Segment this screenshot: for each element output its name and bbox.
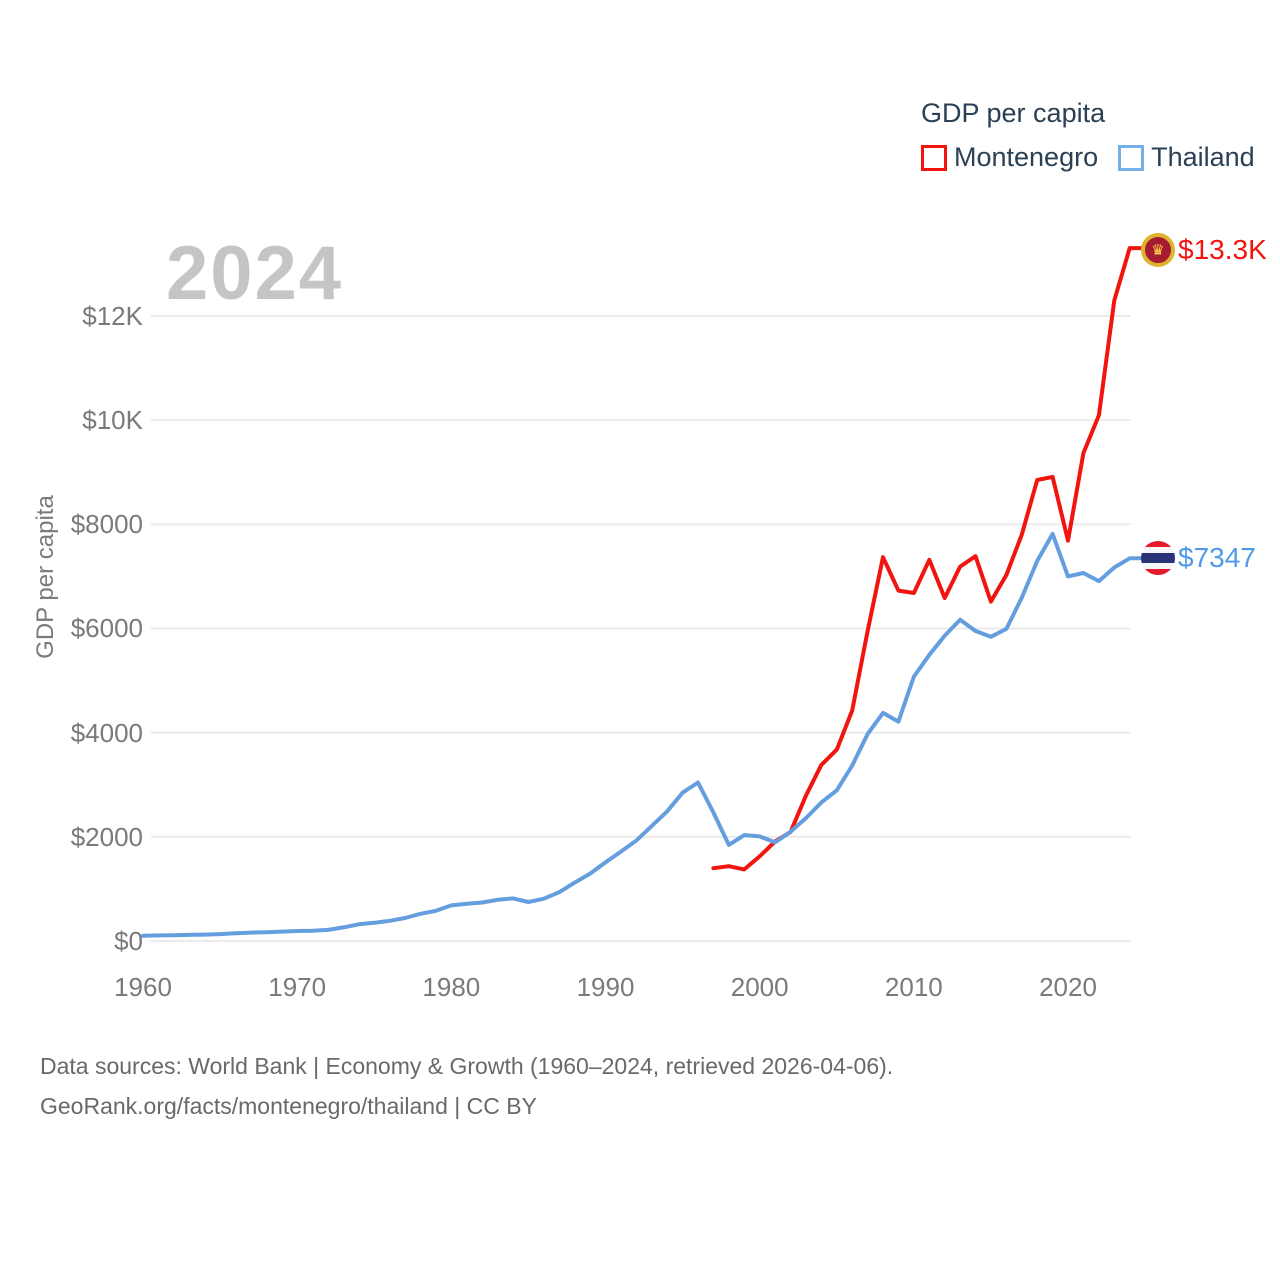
year-watermark: 2024 <box>166 231 344 316</box>
data-sources-text: Data sources: World Bank | Economy & Gro… <box>40 1053 894 1079</box>
x-tick-label: 1980 <box>422 972 481 1002</box>
x-tick-label: 1970 <box>268 972 327 1002</box>
y-tick-label: $0 <box>114 926 143 956</box>
montenegro-crest-icon: ♛ <box>1151 241 1165 259</box>
montenegro-end-value: $13.3K <box>1178 234 1267 265</box>
footer: Data sources: World Bank | Economy & Gro… <box>40 1046 893 1126</box>
thailand-swatch-icon <box>1118 144 1145 171</box>
thailand-end-value: $7347 <box>1178 542 1256 573</box>
x-tick-label: 2010 <box>884 972 943 1002</box>
legend-item-label: Thailand <box>1151 142 1255 172</box>
legend-item-thailand[interactable]: Thailand <box>1118 142 1255 173</box>
x-tick-label: 1960 <box>114 972 172 1002</box>
legend-item-label: Montenegro <box>954 142 1099 172</box>
series-line-montenegro <box>711 246 1150 872</box>
series-line-thailand <box>141 531 1150 938</box>
x-tick-label: 2000 <box>730 972 789 1002</box>
montenegro-flag-icon: ♛ <box>1141 233 1175 267</box>
y-tick-label: $4000 <box>70 717 143 748</box>
x-tick-label: 2020 <box>1039 972 1097 1002</box>
y-tick-label: $2000 <box>70 821 143 852</box>
y-tick-label: $6000 <box>70 613 143 644</box>
y-tick-label: $10K <box>82 405 143 436</box>
legend: GDP per capita Montenegro Thailand <box>921 98 1255 173</box>
y-tick-label: $12K <box>82 300 143 331</box>
y-tick-label: $8000 <box>70 509 143 540</box>
legend-items: Montenegro Thailand <box>921 142 1255 173</box>
montenegro-swatch-icon <box>921 144 947 171</box>
x-tick-label: 1990 <box>576 972 635 1002</box>
legend-title: GDP per capita <box>921 98 1106 128</box>
attribution-link[interactable]: GeoRank.org/facts/montenegro/thailand | … <box>40 1093 537 1119</box>
thailand-flag-icon <box>1141 541 1175 575</box>
legend-item-montenegro[interactable]: Montenegro <box>921 142 1098 173</box>
